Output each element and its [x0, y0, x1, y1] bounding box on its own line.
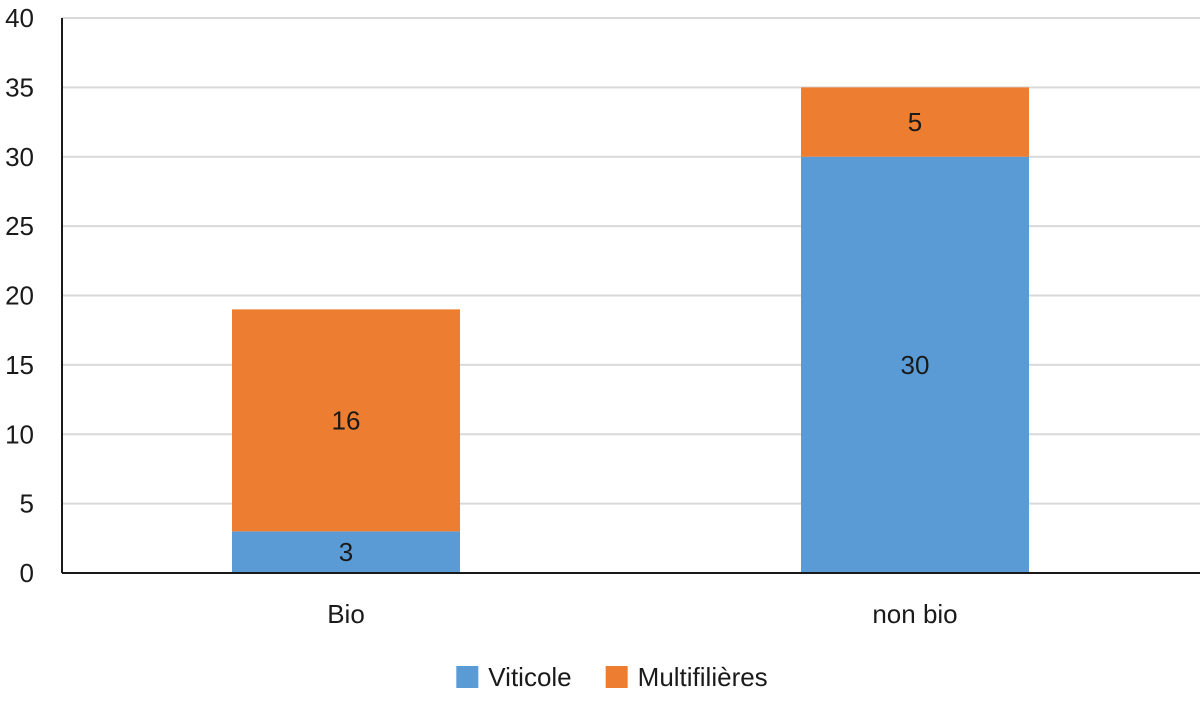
y-tick-label: 25 — [5, 211, 34, 241]
legend-label: Multifilières — [638, 662, 768, 692]
x-category-labels: Bio non bio — [327, 599, 957, 629]
legend-label: Viticole — [488, 662, 571, 692]
legend-swatch-viticole — [456, 666, 479, 688]
x-category-label: Bio — [327, 599, 365, 629]
y-tick-label: 40 — [5, 3, 34, 33]
x-category-label: non bio — [872, 599, 957, 629]
y-tick-label: 15 — [5, 350, 34, 380]
bar-viticole-bio — [232, 531, 460, 573]
y-tick-label: 0 — [20, 558, 34, 588]
y-tick-label: 35 — [5, 72, 34, 102]
bars — [232, 87, 1029, 573]
y-tick-label: 30 — [5, 142, 34, 172]
y-tick-label: 20 — [5, 281, 34, 311]
data-labels: 3 16 30 5 — [332, 107, 930, 567]
y-tick-label: 5 — [20, 489, 34, 519]
y-tick-label: 10 — [5, 419, 34, 449]
bar-multifilières-non-bio — [801, 87, 1029, 157]
y-tick-labels: 0 5 10 15 20 25 30 35 40 — [5, 3, 34, 588]
axes — [61, 18, 1200, 574]
data-label: 16 — [332, 405, 361, 435]
data-label: 30 — [901, 350, 930, 380]
legend: Viticole Multifilières — [456, 662, 768, 692]
bar-multifilières-bio — [232, 309, 460, 532]
data-label: 5 — [908, 107, 922, 137]
legend-swatch-multifilières — [605, 666, 628, 688]
data-label: 3 — [339, 537, 353, 567]
bar-viticole-non-bio — [801, 156, 1029, 573]
